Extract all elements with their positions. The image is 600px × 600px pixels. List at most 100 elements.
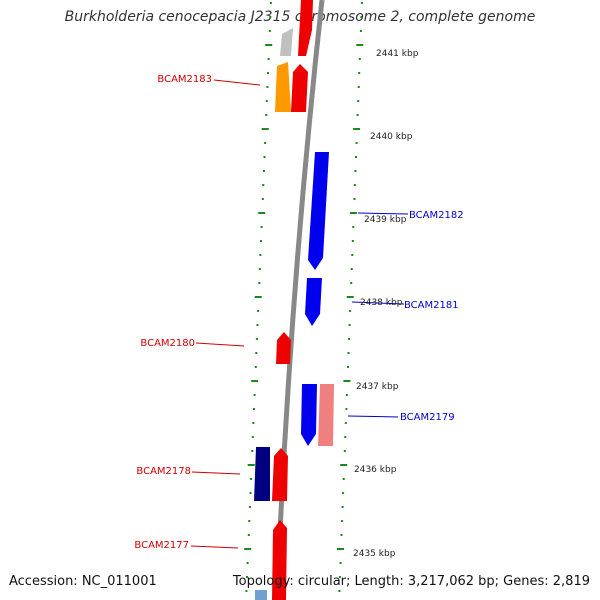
- tick-mark: [347, 366, 349, 368]
- gene-label-bcam2178[interactable]: BCAM2178: [136, 466, 191, 477]
- accession-text: Accession: NC_011001: [9, 574, 157, 589]
- tick-mark: [244, 548, 252, 550]
- tick-mark: [246, 576, 248, 578]
- gene-feature-lightblue[interactable]: [255, 590, 267, 600]
- tick-mark: [345, 408, 348, 410]
- tick-mark: [266, 86, 269, 88]
- tick-mark: [260, 240, 262, 242]
- tick-mark: [350, 268, 353, 270]
- ruler-label: 2435 kbp: [353, 549, 396, 559]
- tick-mark: [349, 212, 357, 214]
- tick-mark: [349, 310, 352, 312]
- tick-mark: [343, 380, 351, 382]
- leader-line-bcam2177: [190, 545, 239, 549]
- gene-feature-blue-bcam2181[interactable]: [305, 278, 322, 326]
- tick-mark: [357, 86, 360, 88]
- ruler-label: 2439 kbp: [364, 215, 407, 225]
- gene-labels: BCAM2183 BCAM2182 BCAM2181 BCAM2180 BCAM…: [134, 74, 463, 551]
- tick-mark: [251, 450, 254, 452]
- gene-label-bcam2182[interactable]: BCAM2182: [409, 210, 464, 221]
- tick-mark: [258, 212, 266, 214]
- tick-mark: [337, 548, 344, 550]
- gene-feature-top-red[interactable]: [298, 0, 313, 56]
- leader-line-bcam2178: [191, 471, 241, 475]
- tick-mark: [251, 436, 254, 438]
- tick-mark: [348, 338, 350, 340]
- tick-mark: [339, 562, 342, 564]
- inner-tick-track: [244, 2, 273, 592]
- tick-mark: [356, 44, 364, 46]
- tick-mark: [255, 352, 258, 354]
- tick-mark: [249, 492, 252, 494]
- tick-mark: [261, 198, 264, 200]
- gene-feature-orange[interactable]: [275, 62, 291, 112]
- tick-mark: [255, 338, 258, 340]
- tick-mark: [256, 324, 259, 326]
- tick-mark: [350, 282, 353, 284]
- leader-line-bcam2183: [213, 79, 261, 86]
- tick-mark: [352, 226, 355, 228]
- leader-line-bcam2182: [357, 212, 409, 215]
- tick-mark: [264, 142, 267, 144]
- tick-mark: [344, 436, 347, 438]
- tick-mark: [355, 156, 357, 158]
- gene-feature-grey[interactable]: [280, 28, 293, 56]
- tick-mark: [359, 30, 362, 32]
- tick-mark: [358, 58, 361, 60]
- tick-mark: [347, 352, 350, 354]
- tick-mark: [357, 100, 360, 102]
- gene-feature-blue-bcam2182[interactable]: [308, 152, 329, 270]
- leader-line-bcam2180: [195, 342, 245, 347]
- tick-mark: [351, 254, 354, 256]
- tick-mark: [253, 394, 256, 396]
- tick-mark: [268, 30, 271, 32]
- tick-mark: [342, 492, 345, 494]
- tick-mark: [338, 576, 341, 578]
- tick-mark: [344, 422, 347, 424]
- outer-tick-track: [337, 2, 364, 592]
- tick-mark: [338, 590, 341, 592]
- tick-mark: [257, 310, 260, 312]
- tick-mark: [258, 268, 261, 270]
- gene-feature-red-bcam2180[interactable]: [276, 332, 291, 364]
- tick-mark: [265, 44, 273, 46]
- tick-mark: [250, 478, 253, 480]
- leader-line-bcam2181: [351, 301, 405, 305]
- tick-mark: [341, 520, 344, 522]
- gene-feature-red-bcam2178[interactable]: [272, 448, 288, 501]
- gene-label-bcam2177[interactable]: BCAM2177: [134, 540, 189, 551]
- ruler-label: 2437 kbp: [356, 382, 399, 392]
- tick-mark: [254, 366, 257, 368]
- genome-summary-text: Topology: circular; Length: 3,217,062 bp…: [232, 574, 590, 589]
- tick-mark: [260, 226, 263, 228]
- tick-mark: [248, 520, 251, 522]
- gene-label-bcam2179[interactable]: BCAM2179: [400, 412, 455, 423]
- tick-mark: [346, 296, 354, 298]
- tick-mark: [261, 128, 269, 130]
- tick-mark: [340, 534, 343, 536]
- gene-features: [254, 0, 334, 600]
- tick-mark: [265, 100, 268, 102]
- tick-mark: [353, 198, 356, 200]
- tick-mark: [355, 142, 358, 144]
- gene-label-bcam2180[interactable]: BCAM2180: [140, 338, 195, 349]
- map-title: Burkholderia cenocepacia J2315 chromosom…: [64, 9, 536, 25]
- tick-mark: [353, 128, 361, 130]
- tick-mark: [254, 296, 262, 298]
- ruler-label: 2440 kbp: [370, 132, 413, 142]
- gene-feature-red-bcam2177[interactable]: [272, 520, 287, 600]
- gene-feature-pink-bcam2179[interactable]: [318, 384, 334, 446]
- gene-label-bcam2183[interactable]: BCAM2183: [157, 74, 212, 85]
- tick-mark: [252, 422, 255, 424]
- gene-feature-blue-bcam2179[interactable]: [301, 384, 317, 446]
- gene-feature-red-bcam2183[interactable]: [291, 64, 308, 112]
- gene-feature-navy-bcam2178[interactable]: [254, 447, 270, 501]
- tick-mark: [360, 2, 363, 4]
- tick-mark: [258, 282, 261, 284]
- leader-line-bcam2179: [347, 415, 399, 418]
- ruler-label: 2441 kbp: [376, 49, 419, 59]
- tick-mark: [342, 478, 345, 480]
- chromosome-backbone: [274, 0, 325, 600]
- tick-mark: [356, 114, 359, 116]
- gene-label-bcam2181[interactable]: BCAM2181: [404, 300, 459, 311]
